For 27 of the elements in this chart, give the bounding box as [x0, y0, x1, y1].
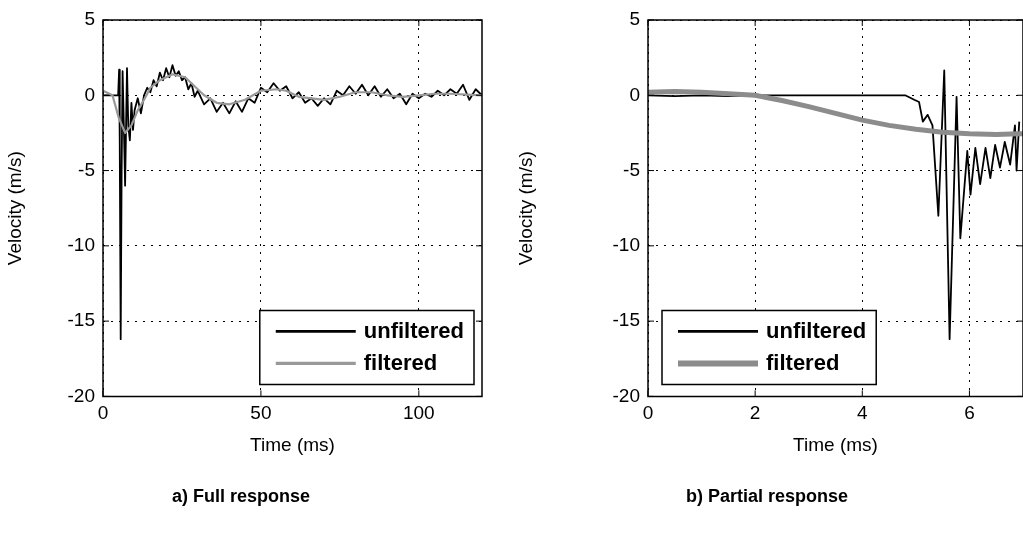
y-tick-label: 5	[84, 8, 95, 30]
legend-label: unfiltered	[766, 318, 867, 344]
y-tick-label: -15	[612, 309, 640, 331]
x-tick-label: 6	[964, 402, 975, 424]
y-tick-label: -15	[67, 309, 95, 331]
y-axis-title: Velocity (m/s)	[514, 151, 536, 266]
x-tick-label: 2	[749, 402, 761, 424]
x-axis-title: Time (ms)	[250, 434, 335, 456]
x-tick-label: 4	[857, 402, 868, 424]
x-tick-label: 50	[250, 402, 272, 424]
y-tick-label: -5	[623, 158, 640, 180]
y-tick-label: -10	[67, 234, 95, 256]
y-tick-label: 5	[629, 8, 640, 30]
x-axis-title: Time (ms)	[793, 434, 878, 456]
legend-label: filtered	[363, 350, 438, 376]
y-axis-title: Velocity (m/s)	[3, 151, 25, 266]
legend-label: unfiltered	[363, 318, 465, 344]
x-tick-label: 100	[402, 402, 435, 424]
y-tick-label: 0	[629, 83, 640, 105]
text: b) Partial response	[685, 486, 849, 507]
legend-label: filtered	[766, 350, 840, 376]
y-tick-label: -20	[67, 384, 95, 406]
y-tick-label: -5	[78, 158, 95, 180]
y-tick-label: -20	[612, 384, 640, 406]
y-tick-label: 0	[84, 83, 95, 105]
y-tick-label: -10	[612, 234, 640, 256]
text: a) Full response	[171, 486, 311, 507]
